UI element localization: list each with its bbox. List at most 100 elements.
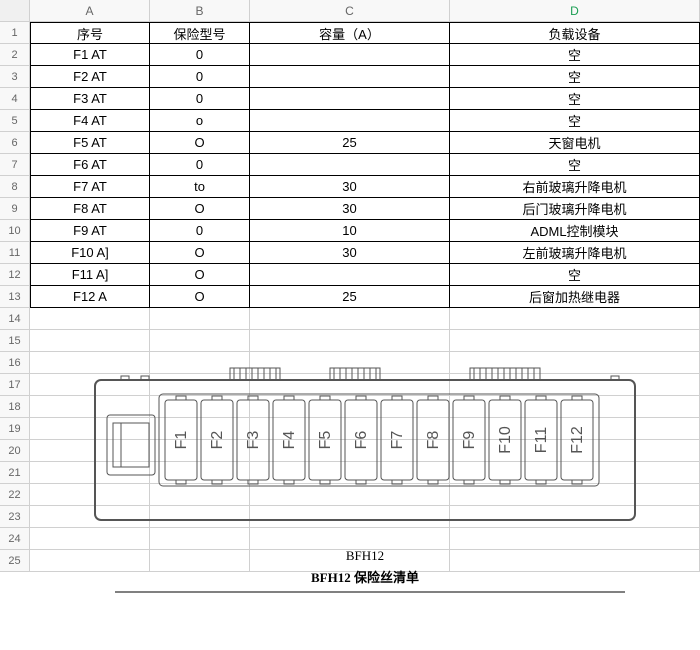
- cell-D13[interactable]: 后窗加热继电器: [450, 286, 700, 308]
- cell-D16[interactable]: [450, 352, 700, 374]
- cell-C14[interactable]: [250, 308, 450, 330]
- row-header-12[interactable]: 12: [0, 264, 30, 286]
- cell-B13[interactable]: O: [150, 286, 250, 308]
- cell-B6[interactable]: O: [150, 132, 250, 154]
- row-header-4[interactable]: 4: [0, 88, 30, 110]
- cell-B9[interactable]: O: [150, 198, 250, 220]
- cell-D9[interactable]: 后门玻璃升降电机: [450, 198, 700, 220]
- cell-A14[interactable]: [30, 308, 150, 330]
- row-header-3[interactable]: 3: [0, 66, 30, 88]
- cell-C1[interactable]: 容量（A）: [250, 22, 450, 44]
- row-header-24[interactable]: 24: [0, 528, 30, 550]
- cell-C7[interactable]: [250, 154, 450, 176]
- cell-C12[interactable]: [250, 264, 450, 286]
- cell-C10[interactable]: 10: [250, 220, 450, 242]
- cell-B3[interactable]: 0: [150, 66, 250, 88]
- row-header-18[interactable]: 18: [0, 396, 30, 418]
- cell-D20[interactable]: [450, 440, 700, 462]
- cell-D21[interactable]: [450, 462, 700, 484]
- cell-C25[interactable]: [250, 550, 450, 572]
- row-header-7[interactable]: 7: [0, 154, 30, 176]
- column-header-B[interactable]: B: [150, 0, 250, 22]
- cell-B23[interactable]: [150, 506, 250, 528]
- cell-D12[interactable]: 空: [450, 264, 700, 286]
- row-header-22[interactable]: 22: [0, 484, 30, 506]
- cell-D11[interactable]: 左前玻璃升降电机: [450, 242, 700, 264]
- cell-C15[interactable]: [250, 330, 450, 352]
- cell-D17[interactable]: [450, 374, 700, 396]
- cell-B17[interactable]: [150, 374, 250, 396]
- cell-A9[interactable]: F8 AT: [30, 198, 150, 220]
- row-header-8[interactable]: 8: [0, 176, 30, 198]
- row-header-9[interactable]: 9: [0, 198, 30, 220]
- cell-A13[interactable]: F12 A: [30, 286, 150, 308]
- row-header-2[interactable]: 2: [0, 44, 30, 66]
- cell-B20[interactable]: [150, 440, 250, 462]
- cell-C9[interactable]: 30: [250, 198, 450, 220]
- cell-A10[interactable]: F9 AT: [30, 220, 150, 242]
- cell-D10[interactable]: ADML控制模块: [450, 220, 700, 242]
- cell-A5[interactable]: F4 AT: [30, 110, 150, 132]
- cell-D18[interactable]: [450, 396, 700, 418]
- row-header-6[interactable]: 6: [0, 132, 30, 154]
- cell-D2[interactable]: 空: [450, 44, 700, 66]
- cell-C2[interactable]: [250, 44, 450, 66]
- cell-D6[interactable]: 天窗电机: [450, 132, 700, 154]
- cell-A16[interactable]: [30, 352, 150, 374]
- row-header-14[interactable]: 14: [0, 308, 30, 330]
- row-header-25[interactable]: 25: [0, 550, 30, 572]
- cell-C19[interactable]: [250, 418, 450, 440]
- cell-A7[interactable]: F6 AT: [30, 154, 150, 176]
- cell-A24[interactable]: [30, 528, 150, 550]
- cell-B11[interactable]: O: [150, 242, 250, 264]
- row-header-23[interactable]: 23: [0, 506, 30, 528]
- row-header-1[interactable]: 1: [0, 22, 30, 44]
- cell-A20[interactable]: [30, 440, 150, 462]
- cell-A4[interactable]: F3 AT: [30, 88, 150, 110]
- cell-D5[interactable]: 空: [450, 110, 700, 132]
- cell-D23[interactable]: [450, 506, 700, 528]
- cell-B15[interactable]: [150, 330, 250, 352]
- cell-B7[interactable]: 0: [150, 154, 250, 176]
- cell-B1[interactable]: 保险型号: [150, 22, 250, 44]
- cell-C23[interactable]: [250, 506, 450, 528]
- row-header-19[interactable]: 19: [0, 418, 30, 440]
- cell-B10[interactable]: 0: [150, 220, 250, 242]
- column-header-D[interactable]: D: [450, 0, 700, 22]
- cell-C20[interactable]: [250, 440, 450, 462]
- cell-A18[interactable]: [30, 396, 150, 418]
- cell-C3[interactable]: [250, 66, 450, 88]
- cell-A3[interactable]: F2 AT: [30, 66, 150, 88]
- cell-D22[interactable]: [450, 484, 700, 506]
- cell-A22[interactable]: [30, 484, 150, 506]
- cell-D1[interactable]: 负载设备: [450, 22, 700, 44]
- row-header-20[interactable]: 20: [0, 440, 30, 462]
- cell-A2[interactable]: F1 AT: [30, 44, 150, 66]
- cell-B22[interactable]: [150, 484, 250, 506]
- cell-D8[interactable]: 右前玻璃升降电机: [450, 176, 700, 198]
- cell-A17[interactable]: [30, 374, 150, 396]
- cell-A25[interactable]: [30, 550, 150, 572]
- cell-D25[interactable]: [450, 550, 700, 572]
- cell-A8[interactable]: F7 AT: [30, 176, 150, 198]
- cell-D24[interactable]: [450, 528, 700, 550]
- cell-C18[interactable]: [250, 396, 450, 418]
- cell-C16[interactable]: [250, 352, 450, 374]
- cell-B19[interactable]: [150, 418, 250, 440]
- cell-C5[interactable]: [250, 110, 450, 132]
- row-header-5[interactable]: 5: [0, 110, 30, 132]
- column-header-A[interactable]: A: [30, 0, 150, 22]
- cell-A21[interactable]: [30, 462, 150, 484]
- cell-C17[interactable]: [250, 374, 450, 396]
- cell-B2[interactable]: 0: [150, 44, 250, 66]
- row-header-10[interactable]: 10: [0, 220, 30, 242]
- cell-C8[interactable]: 30: [250, 176, 450, 198]
- cell-B18[interactable]: [150, 396, 250, 418]
- cell-D7[interactable]: 空: [450, 154, 700, 176]
- cell-B4[interactable]: 0: [150, 88, 250, 110]
- cell-B24[interactable]: [150, 528, 250, 550]
- cell-A1[interactable]: 序号: [30, 22, 150, 44]
- cell-D3[interactable]: 空: [450, 66, 700, 88]
- cell-C13[interactable]: 25: [250, 286, 450, 308]
- cell-D4[interactable]: 空: [450, 88, 700, 110]
